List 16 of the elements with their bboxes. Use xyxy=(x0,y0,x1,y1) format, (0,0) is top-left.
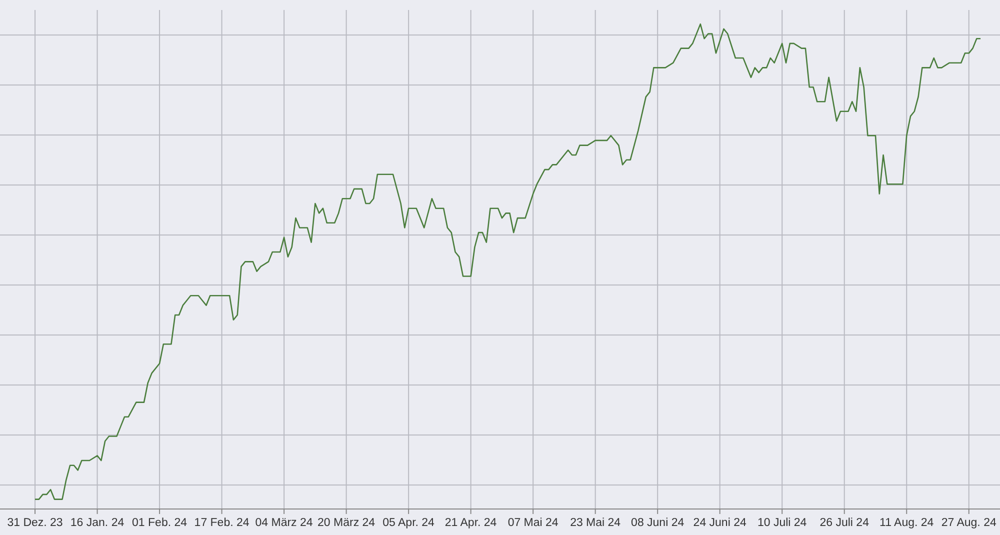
x-tick-label: 08 Juni 24 xyxy=(631,517,685,529)
x-tick-label: 01 Feb. 24 xyxy=(132,517,188,529)
x-tick-label: 11 Aug. 24 xyxy=(880,517,934,529)
x-tick-label: 21 Apr. 24 xyxy=(444,517,498,529)
x-tick-label: 23 Mai 24 xyxy=(570,517,622,529)
x-tick-label: 04 März 24 xyxy=(255,517,314,529)
x-tick-label: 10 Juli 24 xyxy=(757,517,808,529)
x-tick-label: 16 Jan. 24 xyxy=(70,517,125,529)
x-tick-label: 27 Aug. 24 xyxy=(941,517,997,529)
x-tick-label: 31 Dez. 23 xyxy=(7,517,63,529)
x-tick-label: 20 März 24 xyxy=(318,517,376,529)
x-tick-label: 26 Juli 24 xyxy=(820,517,870,529)
x-tick-label: 24 Juni 24 xyxy=(693,517,747,529)
x-tick-label: 05 Apr. 24 xyxy=(382,517,436,529)
x-tick-label: 07 Mai 24 xyxy=(508,517,559,529)
x-tick-label: 17 Feb. 24 xyxy=(194,517,250,529)
